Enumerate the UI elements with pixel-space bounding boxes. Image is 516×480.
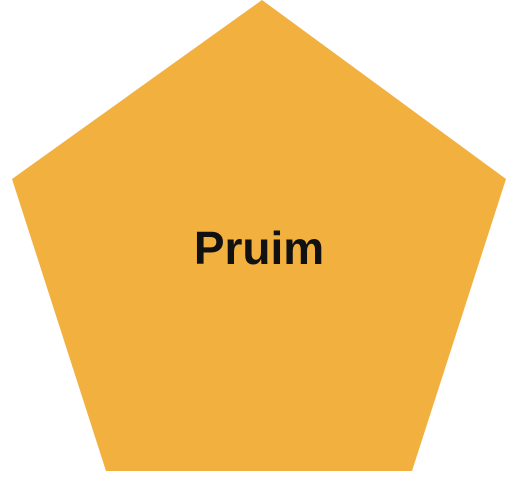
pentagon-node: Pruim [12, 0, 506, 471]
pentagon-shape [12, 0, 506, 471]
pentagon-label: Pruim [194, 222, 324, 274]
